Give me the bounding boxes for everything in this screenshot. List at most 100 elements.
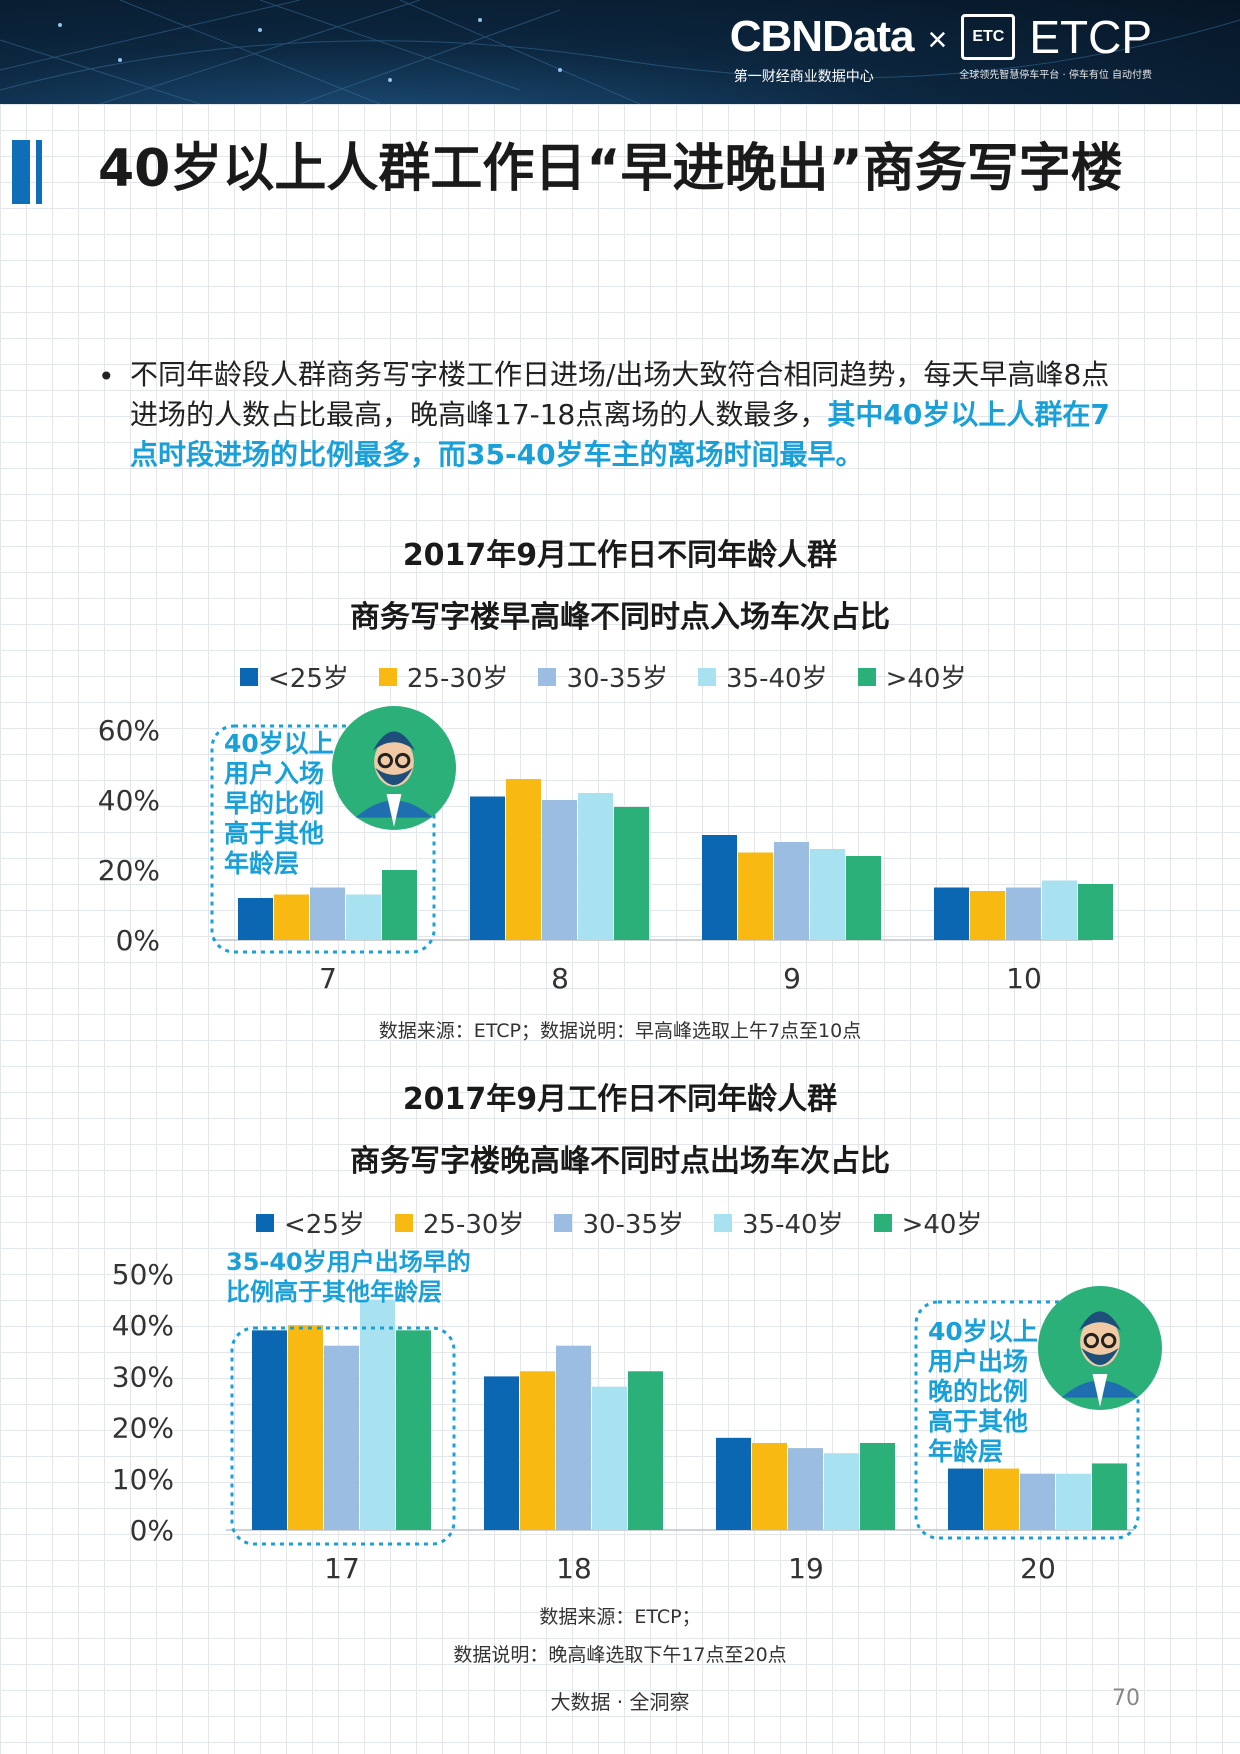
chart1-legend-swatch	[538, 667, 557, 686]
chart1-bar	[934, 887, 969, 940]
chart1-y-tick: 60%	[98, 714, 160, 747]
chart2-bar	[860, 1442, 895, 1530]
chart2-bar	[948, 1468, 983, 1530]
chart2-annotation-right-line: 年龄层	[928, 1437, 1003, 1466]
chart2-x-tick: 20	[1020, 1552, 1056, 1585]
bullet-highlight: 其中40岁以上人群在7点时段进场的比例最多，而35-40岁车主的离场时间最早。	[130, 398, 1110, 471]
bullet-dot: •	[98, 360, 115, 393]
brand-separator: ×	[927, 21, 948, 59]
chart1-y-tick: 0%	[116, 924, 160, 957]
chart1-bar	[1042, 880, 1077, 940]
chart1-bar	[346, 894, 381, 940]
chart2-legend-item: 30-35岁	[554, 1204, 684, 1241]
chart2-legend-swatch	[256, 1213, 274, 1232]
chart2-annotation-right-line: 晚的比例	[928, 1377, 1028, 1406]
chart2-legend-swatch	[394, 1213, 413, 1232]
chart2-bar	[628, 1371, 663, 1530]
chart2-title: 2017年9月工作日不同年龄人群	[402, 1082, 838, 1117]
chart2-bar	[324, 1345, 359, 1530]
chart2-bar	[1056, 1473, 1091, 1530]
chart2-y-tick: 40%	[112, 1309, 174, 1342]
chart2-legend-label: 25-30岁	[422, 1210, 525, 1240]
chart1-x-tick: 10	[1006, 962, 1042, 995]
chart1-bar	[274, 894, 309, 940]
footer-slogan: 大数据 · 全洞察	[550, 1690, 690, 1714]
chart1-bar	[774, 842, 809, 940]
chart2-bar	[556, 1345, 591, 1530]
chart1-legend: <25岁 25-30岁 30-35岁 35-40岁 >40岁	[240, 658, 966, 695]
chart2-legend-swatch	[554, 1213, 573, 1232]
chart1-bar	[614, 807, 649, 940]
chart1-annotation-line: 高于其他	[224, 819, 324, 848]
chart2-bar	[984, 1468, 1019, 1530]
chart2-legend-item: >40岁	[873, 1204, 983, 1241]
chart2-annotation-left-line: 比例高于其他年龄层	[226, 1278, 442, 1306]
chart1-annotation-line: 年龄层	[224, 849, 299, 878]
chart2-bar	[788, 1448, 823, 1530]
chart1-legend-swatch	[240, 667, 258, 686]
brand-lockup: CBNData × ETC ETCP 第一财经商业数据中心 全球领先智慧停车平台…	[730, 14, 1152, 86]
title-accent-bar	[12, 140, 30, 204]
chart2-y-tick: 30%	[112, 1360, 174, 1393]
cbndata-logo: CBNData	[729, 12, 915, 61]
chart1-legend-label: <25岁	[268, 664, 349, 694]
header-banner: CBNData × ETC ETCP 第一财经商业数据中心 全球领先智慧停车平台…	[0, 0, 1240, 104]
chart1-legend-label: 25-30岁	[406, 664, 509, 694]
cbndata-tagline: 第一财经商业数据中心	[733, 69, 874, 85]
etcp-logo-icon: ETC	[961, 14, 1016, 60]
chart2-bar	[592, 1386, 627, 1530]
bullet-text: 不同年龄段人群商务写字楼工作日进场/出场大致符合相同趋势，每天早高峰8点进场的人…	[130, 358, 1110, 431]
chart1-legend-swatch	[378, 667, 397, 686]
chart2-avatar-icon	[1038, 1286, 1162, 1410]
page-title: 40岁以上人群工作日“早进晚出”商务写字楼	[98, 139, 1123, 199]
chart2-bar	[1020, 1473, 1055, 1530]
chart1-bar	[846, 856, 881, 940]
chart2-bar	[716, 1437, 751, 1530]
page-number: 70	[1112, 1686, 1140, 1711]
chart1-highlight-box	[210, 724, 436, 954]
chart1-bar	[970, 891, 1005, 940]
chart2-legend-item: <25岁	[256, 1204, 365, 1241]
chart1-bar	[310, 887, 345, 940]
chart2-x-tick: 17	[324, 1552, 360, 1585]
chart1-legend-item: >40岁	[857, 658, 967, 695]
chart2-plot: 0% 10% 20% 30% 40% 50% 17 18 19 20 35-40岁用户出场早的比例高…	[112, 1248, 1162, 1585]
chart2-legend-swatch	[714, 1213, 732, 1232]
chart2-bar	[484, 1376, 519, 1530]
etcp-tagline: 全球领先智慧停车平台 · 停车有位 自动付费	[959, 70, 1152, 81]
chart2-legend-swatch	[873, 1213, 892, 1232]
chart1-bar	[578, 793, 613, 940]
chart1-subtitle: 商务写字楼早高峰不同时点入场车次占比	[350, 600, 890, 635]
chart1-legend-label: >40岁	[885, 664, 967, 694]
chart2-highlight-box-left	[230, 1326, 456, 1546]
chart1-x-tick: 8	[551, 962, 569, 995]
chart1-bar	[382, 870, 417, 940]
chart2-annotation-right-line: 用户出场	[928, 1347, 1028, 1376]
chart1-legend-item: <25岁	[240, 658, 349, 695]
chart2-y-tick: 20%	[112, 1412, 174, 1445]
chart2-legend-item: 25-30岁	[394, 1204, 525, 1241]
chart1-y-tick: 40%	[98, 784, 160, 817]
chart1-legend-swatch	[698, 667, 716, 686]
bullet-paragraph: 不同年龄段人群商务写字楼工作日进场/出场大致符合相同趋势，每天早高峰8点进场的人…	[130, 355, 1130, 475]
network-background	[0, 0, 1240, 104]
chart1-bar	[1006, 887, 1041, 940]
chart1-legend-label: 35-40岁	[726, 664, 828, 694]
etcp-logo: ETCP	[1029, 11, 1152, 63]
chart2-legend-label: <25岁	[284, 1210, 365, 1240]
chart2-y-tick: 50%	[112, 1258, 174, 1291]
chart2-annotation-right-line: 40岁以上	[928, 1317, 1038, 1346]
chart2-legend-label: >40岁	[901, 1210, 983, 1240]
chart2-y-tick: 0%	[130, 1514, 174, 1547]
chart1-title: 2017年9月工作日不同年龄人群	[402, 538, 838, 573]
chart1-bar	[1078, 884, 1113, 940]
chart2-legend: <25岁 25-30岁 30-35岁 35-40岁 >40岁	[256, 1204, 982, 1241]
chart2-legend-label: 30-35岁	[582, 1210, 684, 1240]
chart1-bar	[810, 849, 845, 940]
chart1-bar	[238, 898, 273, 940]
chart2-bar	[396, 1330, 431, 1530]
chart1-bar	[470, 796, 505, 940]
chart2-legend-label: 35-40岁	[742, 1210, 844, 1240]
chart2-highlight-box-right	[914, 1300, 1140, 1540]
chart2-legend-item: 35-40岁	[714, 1204, 844, 1241]
